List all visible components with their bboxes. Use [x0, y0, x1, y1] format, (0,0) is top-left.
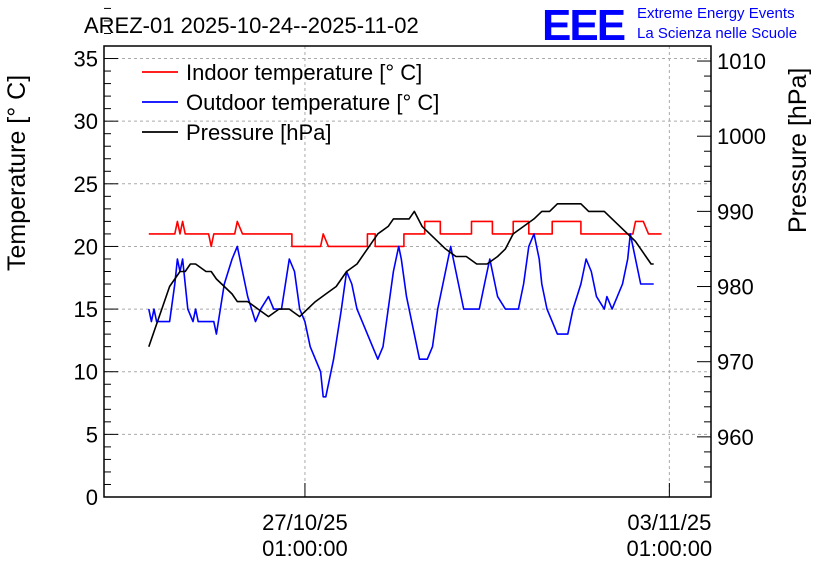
y-axis-label: Temperature [° C] [3, 75, 31, 271]
y2-tick-label: 980 [717, 275, 754, 300]
y2-tick-label: 1010 [717, 49, 766, 74]
y2-tick-label: 960 [717, 425, 754, 450]
series-group [148, 203, 662, 398]
y-tick-label: 10 [74, 360, 98, 385]
y-tick-label: 20 [74, 234, 98, 259]
y-tick-label: 0 [86, 485, 98, 510]
y2-tick-label: 1000 [717, 124, 766, 149]
x-tick-label-date: 27/10/25 [262, 510, 348, 535]
legend-label-indoor: Indoor temperature [° C] [186, 60, 422, 85]
logo-line-2: La Scienza nelle Scuole [637, 25, 797, 42]
x-tick-label-date: 03/11/25 [627, 510, 711, 535]
legend-label-pressure: Pressure [hPa] [186, 120, 332, 145]
y-tick-label: 5 [86, 422, 98, 447]
y-tick-label: 35 [74, 47, 98, 72]
eee-logo: EEE Extreme Energy Events La Scienza nel… [542, 1, 797, 50]
chart-title: AREZ-01 2025-10-24--2025-11-02 [84, 13, 419, 38]
logo-mark: EEE [542, 1, 625, 50]
x-tick-label-time: 01:00:00 [627, 536, 713, 561]
series-line-0 [148, 220, 662, 248]
x-tick-label-time: 01:00:00 [262, 536, 348, 561]
logo-line-1: Extreme Energy Events [637, 5, 795, 22]
series-line-2 [148, 203, 654, 347]
y-tick-label: 25 [74, 172, 98, 197]
axis-ticks: 0 5 10 15 20 25 30 35 960 970 980 990 1000 1010 27/10/… [74, 7, 766, 561]
legend-label-outdoor: Outdoor temperature [° C] [186, 90, 439, 115]
y2-axis-label: Pressure [hPa] [784, 68, 812, 233]
y2-tick-label: 990 [717, 199, 754, 224]
series-line-1 [148, 233, 654, 398]
y2-tick-label: 970 [717, 350, 754, 375]
y-tick-label: 15 [74, 297, 98, 322]
legend: Indoor temperature [° C] Outdoor tempera… [142, 60, 439, 145]
y-tick-label: 30 [74, 109, 98, 134]
